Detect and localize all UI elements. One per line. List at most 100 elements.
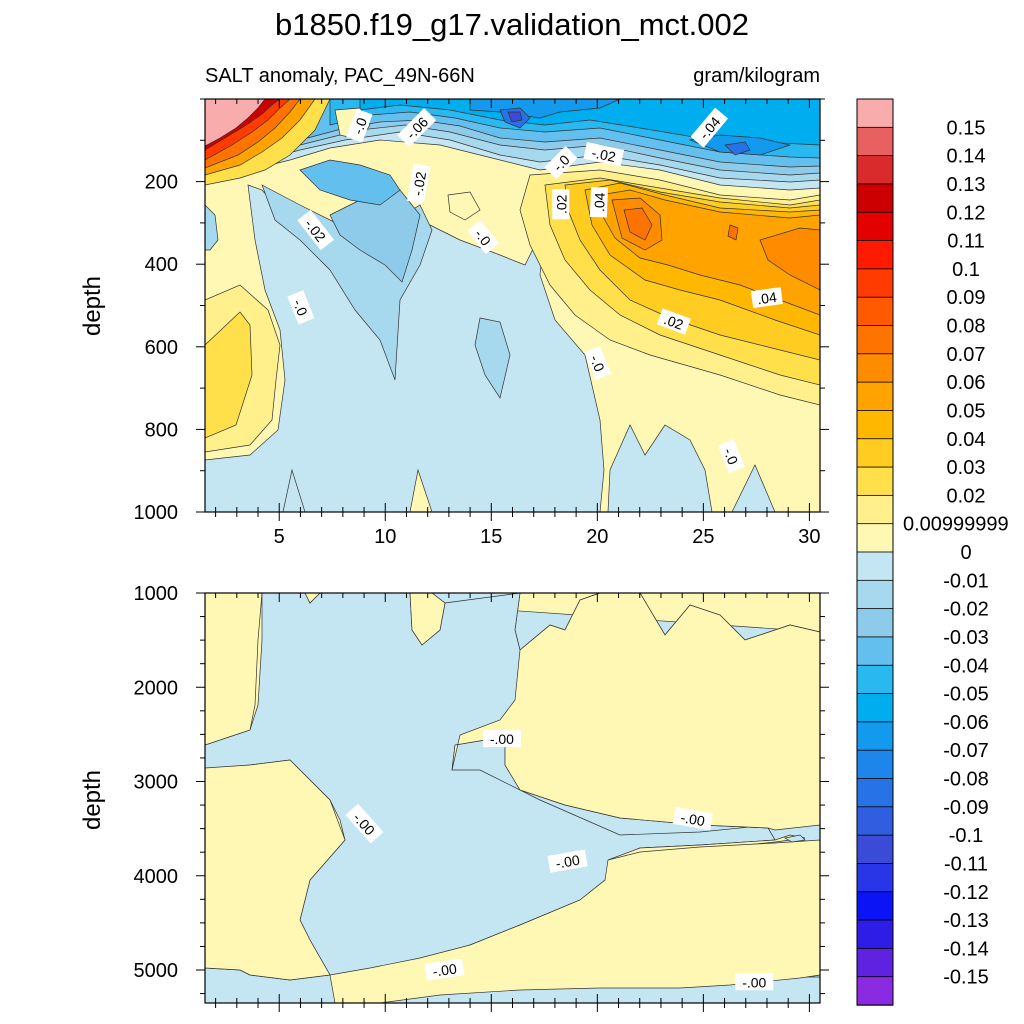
- contour-label-bg: [397, 108, 437, 148]
- colorbar-swatch: [856, 947, 894, 978]
- colorbar-label: 0.06: [947, 372, 986, 394]
- colorbar-label: 0.1: [952, 259, 980, 281]
- contour-label: -.0: [346, 108, 373, 143]
- contour-label: -.0: [717, 438, 745, 474]
- colorbar-frame: [856, 98, 894, 1006]
- colorbar-swatch: [856, 438, 894, 468]
- contour-label: -.00: [482, 730, 521, 748]
- contour-label: -.0: [287, 290, 315, 325]
- colorbar-swatch: [856, 211, 894, 242]
- colorbar-label: -0.08: [943, 769, 989, 791]
- lower-fill-yellow-left: [205, 759, 346, 981]
- contour-label-bg: [735, 973, 774, 991]
- contour-label: -.00: [735, 973, 774, 991]
- x-tick-label: 30: [798, 526, 820, 548]
- upper-axes: 5 10 15 20 25 30 200 400 600 800 1000: [134, 98, 829, 548]
- variable-label: SALT anomaly, PAC_49N-66N: [205, 65, 475, 87]
- contour-label-bg: [424, 958, 465, 981]
- y-tick-label: 2000: [134, 677, 179, 699]
- contour-label: -.02: [583, 142, 625, 167]
- contour-label-bg: [346, 108, 373, 143]
- contour-label-text: -.0: [349, 115, 370, 136]
- upper-fill-mid-blue: [299, 159, 401, 206]
- y-tick-label: 3000: [134, 772, 179, 794]
- colorbar-swatch: [856, 778, 894, 808]
- colorbar-swatch: [856, 126, 894, 157]
- colorbar-swatch: [856, 155, 894, 185]
- colorbar-swatch: [856, 664, 894, 695]
- colorbar-label: -0.01: [943, 570, 989, 592]
- x-tick-label: 10: [374, 526, 396, 548]
- colorbar-label: 0.09: [947, 287, 986, 309]
- colorbar-swatch: [856, 891, 894, 921]
- colorbar-label: -0.04: [943, 655, 989, 677]
- contour-label: .02: [656, 308, 691, 335]
- colorbar-label: 0.02: [947, 485, 986, 507]
- contour-label-bg: [589, 186, 608, 218]
- contour-label-bg: [345, 803, 384, 844]
- lower-axes: 1000 2000 3000 4000 5000: [134, 583, 829, 1012]
- colorbar-swatch: [856, 693, 894, 723]
- colorbar-label: 0.13: [947, 174, 986, 196]
- colorbar-label: -0.09: [943, 797, 989, 819]
- colorbar-label: 0.11: [947, 231, 984, 253]
- colorbar-swatch: [856, 749, 894, 780]
- y-tick-label: 200: [145, 172, 178, 194]
- colorbar-swatch: [856, 466, 894, 497]
- upper-fill-neg-island: [474, 317, 511, 399]
- lower-fill-yellow-top-b: [304, 593, 321, 604]
- colorbar-swatch: [856, 608, 894, 638]
- contour-label-bg: [690, 107, 729, 148]
- contour-label-bg: [547, 849, 588, 873]
- y-tick-label: 800: [145, 419, 178, 441]
- colorbar-swatch: [856, 721, 894, 751]
- y-tick-label: 600: [145, 337, 178, 359]
- colorbar: 0.15 0.14 0.13 0.12 0.11 0.1 0.09 0.08 0.07 0.06 0…: [856, 98, 1009, 1006]
- contour-label: .04: [750, 287, 783, 309]
- upper-fill-surface-neg-09: [507, 111, 523, 123]
- x-tick-label: 25: [692, 526, 714, 548]
- upper-fill-left-gold: [205, 311, 253, 439]
- lower-fill-tiny-island: [784, 834, 806, 843]
- contour-label: -.00: [547, 849, 588, 873]
- colorbar-label: 0.07: [947, 344, 986, 366]
- contour-label-bg: [552, 189, 570, 220]
- contour-label-bg: [750, 287, 783, 309]
- x-tick-label: 20: [586, 526, 608, 548]
- colorbar-swatch: [856, 806, 894, 836]
- colorbar-label: 0.00999999: [903, 514, 1009, 536]
- contour-label-bg: [584, 346, 612, 381]
- contour-label-bg: [544, 146, 578, 180]
- contour-label: -.00: [672, 807, 714, 831]
- colorbar-swatch: [856, 834, 894, 865]
- upper-fill-negative-wedge-c: [282, 468, 306, 512]
- lower-fill-yellow-right: [451, 593, 820, 831]
- colorbar-label: -0.03: [943, 627, 989, 649]
- contour-label-text: -.00: [742, 974, 766, 990]
- colorbar-swatch: [856, 494, 894, 525]
- contour-label-text: -.0: [720, 446, 741, 467]
- colorbar-label: 0.05: [947, 400, 986, 422]
- contour-label-text: -.00: [679, 809, 706, 829]
- colorbar-label: 0.08: [947, 316, 986, 338]
- units-label: gram/kilogram: [693, 65, 820, 87]
- contour-label: -.00: [345, 803, 384, 844]
- lower-ylabel: depth: [79, 770, 106, 830]
- y-tick-label: 1000: [134, 583, 179, 605]
- colorbar-swatch: [856, 523, 894, 553]
- colorbar-label: -0.07: [943, 740, 989, 762]
- contour-label-bg: [297, 209, 335, 251]
- colorbar-label: 0.04: [947, 429, 986, 451]
- colorbar-swatch: [856, 240, 894, 270]
- contour-label-text: -.00: [432, 960, 458, 979]
- contour-label-bg: [717, 438, 745, 474]
- lower-fill-yellow-topleft: [205, 593, 263, 746]
- contour-label-text: -.02: [590, 144, 617, 165]
- colorbar-swatch: [856, 976, 894, 1006]
- upper-fill-negative-wedge-a: [607, 424, 713, 512]
- upper-fill-pos-07: [623, 207, 739, 241]
- contour-label-text: -.0: [290, 297, 311, 318]
- y-tick-label: 5000: [134, 960, 179, 982]
- colorbar-label: -0.13: [943, 910, 989, 932]
